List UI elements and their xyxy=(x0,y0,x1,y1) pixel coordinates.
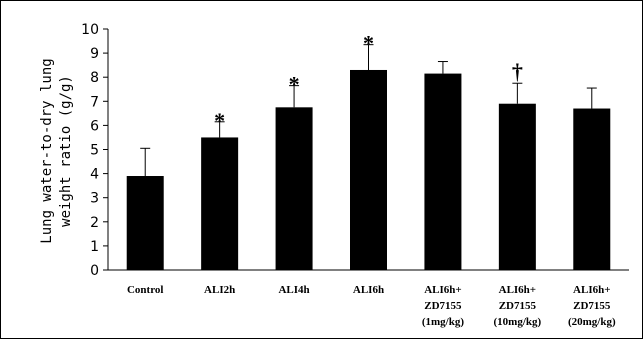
y-axis-title-line-2: weight ratio (g/g) xyxy=(58,75,74,227)
y-tick-label: 5 xyxy=(90,143,99,159)
y-tick-label: 1 xyxy=(90,239,99,255)
significance-marker: * xyxy=(214,108,225,133)
significance-marker: * xyxy=(289,72,300,97)
significance-marker: * xyxy=(363,31,374,56)
y-tick-label: 0 xyxy=(90,263,99,279)
x-tick-label: ZD7155 xyxy=(573,300,611,312)
y-axis-title-line-1: Lung water-to-dry lung xyxy=(39,58,55,243)
y-tick-label: 7 xyxy=(90,94,99,110)
chart-labels: 0 1 2 3 4 5 6 7 8 9 10 Control * ALI2h * ALI4h * ALI6h ALI… xyxy=(81,22,616,328)
chart-bars xyxy=(126,44,611,271)
x-tick-label: ALI6h+ xyxy=(424,284,461,296)
x-tick-label: Control xyxy=(127,284,163,296)
x-tick-label: ALI6h xyxy=(353,284,384,296)
y-tick-label: 9 xyxy=(90,46,99,62)
bar xyxy=(201,137,239,270)
x-tick-label: ALI2h xyxy=(204,284,235,296)
y-tick-label: 3 xyxy=(90,191,99,207)
bar xyxy=(126,176,164,270)
bar xyxy=(350,69,387,270)
bar xyxy=(424,73,462,271)
y-tick-label: 8 xyxy=(90,70,99,86)
y-tick-label: 2 xyxy=(90,215,99,231)
significance-marker: † xyxy=(512,59,523,84)
y-tick-label: 4 xyxy=(90,167,99,183)
y-tick-label: 10 xyxy=(81,22,99,38)
bar xyxy=(498,103,536,271)
x-tick-label: ALI4h xyxy=(278,284,309,296)
x-tick-label: ZD7155 xyxy=(424,300,462,312)
x-tick-label: (10mg/kg) xyxy=(494,316,542,328)
x-tick-label: (20mg/kg) xyxy=(568,316,616,328)
x-tick-label: ZD7155 xyxy=(499,300,537,312)
y-tick-label: 6 xyxy=(90,118,99,134)
bar xyxy=(573,108,611,270)
x-tick-label: (1mg/kg) xyxy=(422,316,465,328)
bar xyxy=(275,107,313,270)
x-tick-label: ALI6h+ xyxy=(499,284,536,296)
x-tick-label: ALI6h+ xyxy=(573,284,610,296)
